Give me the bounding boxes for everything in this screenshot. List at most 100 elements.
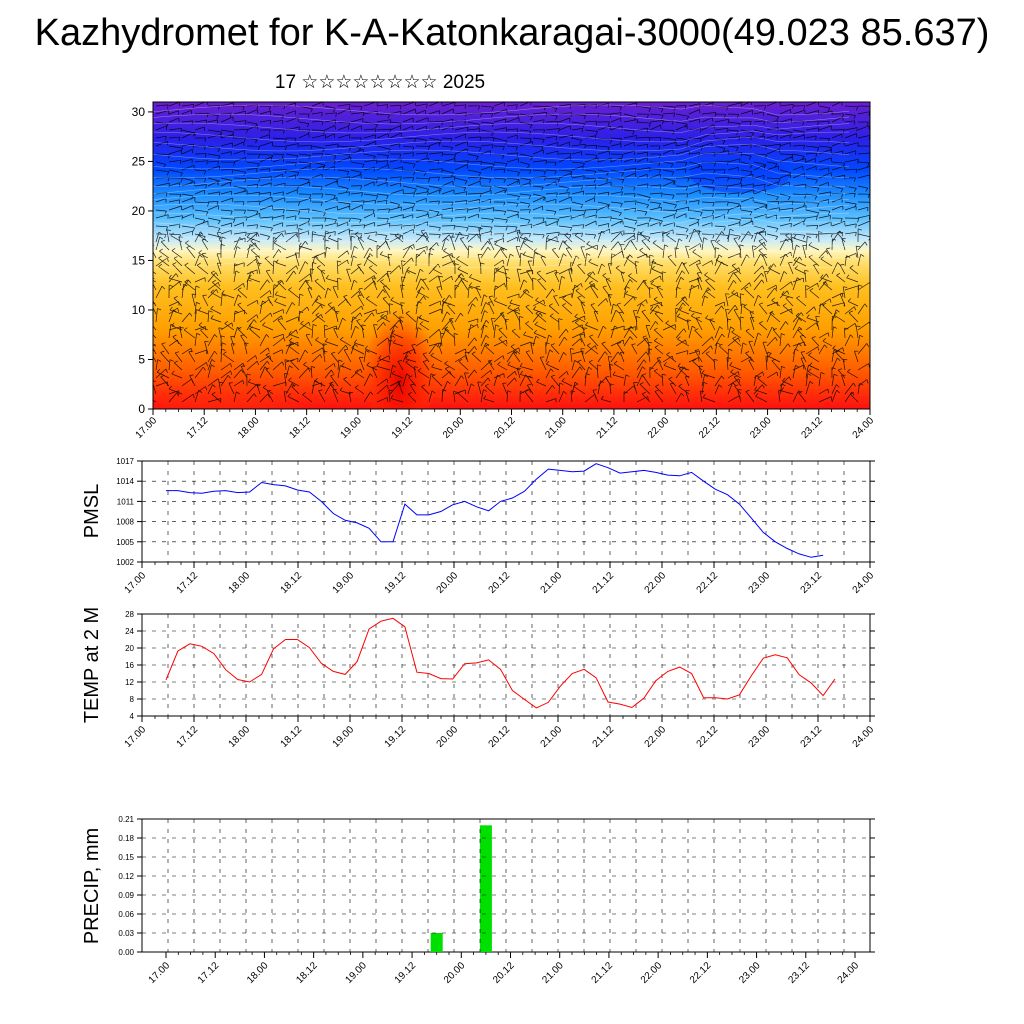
wind-barb xyxy=(480,105,494,108)
wind-barb xyxy=(441,137,453,139)
wind-barb-flag xyxy=(676,286,681,290)
wind-barb xyxy=(584,345,596,355)
wind-barb xyxy=(233,362,244,371)
wind-barb-flag xyxy=(417,327,422,330)
wind-barb-flag xyxy=(406,270,410,274)
wind-barb xyxy=(649,221,661,227)
wind-barb-flag xyxy=(750,136,752,141)
wind-barb xyxy=(259,176,273,179)
wind-barb xyxy=(597,177,609,179)
wind-barb xyxy=(792,205,807,211)
wind-barb xyxy=(558,134,573,139)
wind-barb-flag xyxy=(315,337,319,341)
wind-barb-flag xyxy=(789,217,791,222)
wind-barb xyxy=(833,314,846,323)
wind-barb xyxy=(656,286,664,299)
wind-barb xyxy=(807,371,820,379)
wind-barb xyxy=(766,177,781,180)
wind-barb-flag xyxy=(145,338,148,341)
wind-barb xyxy=(220,349,222,363)
wind-barb xyxy=(220,129,234,133)
wind-barb-flag xyxy=(495,285,499,288)
wind-barb-flag xyxy=(800,335,805,337)
wind-barb-flag xyxy=(857,218,860,223)
wind-barb xyxy=(376,337,389,347)
wind-barb xyxy=(337,145,351,148)
wind-barb-flag xyxy=(425,237,429,241)
wind-barb-flag xyxy=(487,240,491,245)
wind-barb xyxy=(795,315,807,323)
wind-barb-flag xyxy=(797,328,802,331)
wind-barb xyxy=(597,157,612,163)
wind-barb xyxy=(467,318,479,323)
wind-barb-flag xyxy=(504,283,506,288)
wind-barb-flag xyxy=(808,352,812,356)
wind-barb-flag xyxy=(438,200,440,205)
wind-barb xyxy=(519,279,525,291)
wind-barb xyxy=(155,198,167,203)
wind-barb xyxy=(428,152,443,155)
wind-barb xyxy=(571,338,581,347)
wind-barb xyxy=(311,173,323,179)
wind-barb-flag xyxy=(586,343,591,346)
wind-barb xyxy=(635,316,638,331)
wind-barb-flag xyxy=(692,358,697,362)
wind-barb xyxy=(272,284,275,299)
wind-barb xyxy=(441,158,456,163)
wind-barb-flag xyxy=(170,232,174,236)
wind-barb xyxy=(540,256,547,267)
wind-barb-flag xyxy=(628,326,633,329)
wind-barb xyxy=(480,129,494,133)
wind-barb xyxy=(519,289,528,299)
wind-barb xyxy=(181,193,194,197)
wind-barb xyxy=(758,304,768,315)
wind-barb xyxy=(155,257,168,267)
wind-barb xyxy=(675,296,686,307)
wind-barb xyxy=(727,378,740,387)
wind-barb xyxy=(753,164,765,171)
wind-barb xyxy=(577,297,586,307)
wind-barb xyxy=(706,291,716,299)
wind-barb-flag xyxy=(660,192,663,197)
wind-barb xyxy=(194,160,208,163)
wind-barb-flag xyxy=(652,240,657,244)
wind-barb xyxy=(597,325,604,339)
wind-barb xyxy=(285,329,297,339)
wind-barb-flag xyxy=(320,201,323,207)
wind-barb-flag xyxy=(502,313,505,318)
wind-barb-flag xyxy=(700,146,703,151)
wind-barb-flag xyxy=(331,351,336,354)
wind-barb xyxy=(731,265,742,275)
wind-barb-flag xyxy=(654,345,659,348)
wind-barb-flag xyxy=(778,178,781,183)
wind-barb xyxy=(415,198,427,203)
wind-barb-flag xyxy=(491,107,494,111)
wind-barb xyxy=(402,224,416,227)
wind-barb-flag xyxy=(711,336,714,341)
wind-barb-flag xyxy=(588,366,593,370)
wind-barb-flag xyxy=(674,204,677,209)
wind-barb xyxy=(240,366,248,379)
wind-barb-flag xyxy=(543,106,546,111)
wind-barb xyxy=(688,118,700,123)
wind-barb xyxy=(250,240,261,251)
wind-barb xyxy=(493,283,505,291)
wind-barb xyxy=(584,120,598,123)
wind-barb xyxy=(651,268,664,275)
wind-barb xyxy=(506,177,520,180)
wind-barb-flag xyxy=(348,176,351,181)
wind-barb-flag xyxy=(202,294,207,296)
wind-barb xyxy=(573,386,586,395)
wind-barb xyxy=(467,303,473,315)
wind-barb-flag xyxy=(487,246,491,251)
wind-barb xyxy=(589,282,599,291)
wind-barb-flag xyxy=(731,263,736,266)
wind-barb xyxy=(779,333,782,347)
wind-barb xyxy=(602,286,612,299)
wind-barb xyxy=(804,270,807,283)
wind-barb-flag xyxy=(761,272,765,277)
wind-barb xyxy=(315,314,326,323)
wind-barb-flag xyxy=(385,240,389,245)
wind-barb-flag xyxy=(278,249,282,253)
wind-barb xyxy=(233,177,247,179)
